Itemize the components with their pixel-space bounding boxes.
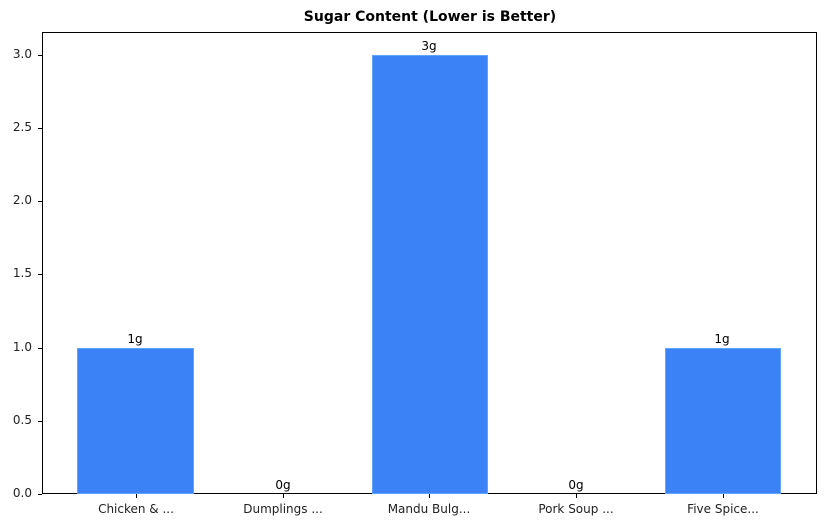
x-tick-label: Chicken & ... xyxy=(98,502,174,516)
y-tick-label: 0.0 xyxy=(12,486,32,500)
value-label: 1g xyxy=(127,332,143,346)
x-tick-label: Five Spice... xyxy=(687,502,759,516)
bar-chicken xyxy=(77,348,194,494)
chart-title: Sugar Content (Lower is Better) xyxy=(303,9,557,25)
value-label: 1g xyxy=(714,332,730,346)
value-label: 0g xyxy=(568,478,584,492)
y-tick-label: 1.0 xyxy=(12,340,32,354)
y-tick-label: 2.0 xyxy=(12,193,32,207)
bar-five-spice xyxy=(665,348,781,494)
value-label: 3g xyxy=(421,39,437,53)
x-tick-label: Mandu Bulg... xyxy=(387,502,471,516)
value-label: 0g xyxy=(275,478,291,492)
y-tick-label: 1.5 xyxy=(12,266,32,280)
y-tick-label: 0.5 xyxy=(12,413,32,427)
x-tick-label: Dumplings ... xyxy=(243,502,323,516)
bar-mandu-bulgogi xyxy=(372,55,488,494)
x-tick-label: Pork Soup ... xyxy=(538,502,614,516)
y-tick-label: 3.0 xyxy=(12,47,32,61)
y-tick-label: 2.5 xyxy=(12,120,32,134)
